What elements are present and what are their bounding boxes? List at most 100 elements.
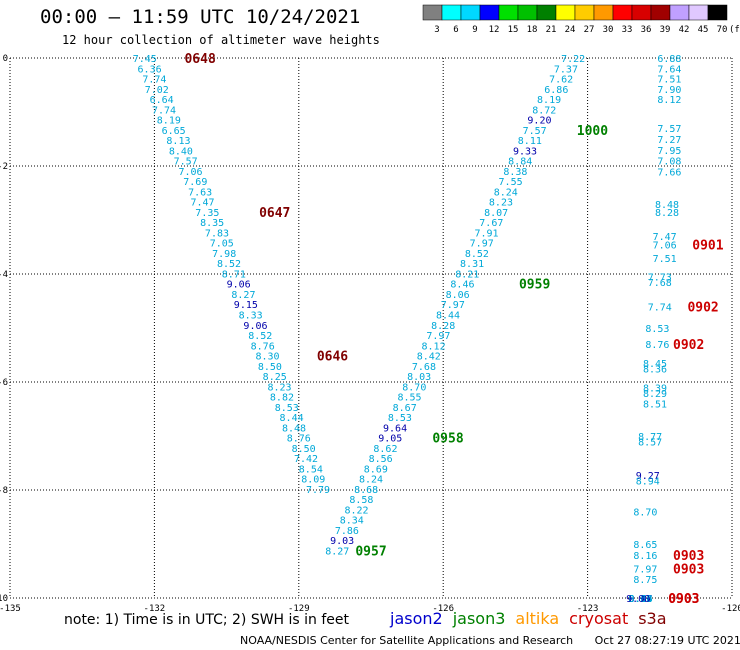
wave-height-label: 8.55: [397, 393, 421, 404]
colorbar-label: 3: [434, 25, 439, 35]
wave-height-label: 9.33: [513, 146, 537, 157]
wave-height-label: 9.20: [527, 116, 551, 127]
wave-height-label: 8.44: [280, 413, 304, 424]
wave-height-label: 8.86: [628, 594, 652, 605]
wave-height-label: 8.16: [633, 551, 657, 562]
wave-height-label: 8.44: [628, 594, 652, 605]
wave-height-label: 8.75: [633, 575, 657, 586]
wave-height-label: 8.19: [537, 95, 561, 106]
wave-height-label: 8.06: [446, 290, 470, 301]
wave-height-label: 8.28: [431, 321, 455, 332]
wave-height-label: 7.27: [657, 135, 681, 146]
wave-height-label: 8.70: [633, 508, 657, 519]
wave-height-label: 7.47: [190, 198, 214, 209]
wave-height-label: 7.97: [633, 564, 657, 575]
wave-height-label: 8.76: [287, 434, 311, 445]
wave-height-label: 7.74: [142, 75, 166, 86]
wave-height-label: 7.68: [412, 362, 436, 373]
footer-note: note: 1) Time is in UTC; 2) SWH is in fe…: [64, 612, 350, 628]
wave-height-label: 7.86: [335, 526, 359, 537]
wave-height-label: 8.35: [200, 218, 224, 229]
wave-height-label: 9.15: [234, 300, 258, 311]
pass-time-label: 0903: [668, 592, 699, 607]
colorbar-swatch: [612, 4, 633, 21]
wave-height-label: 8.65: [633, 540, 657, 551]
wave-height-label: 7.74: [648, 302, 672, 313]
wave-height-label: 8.24: [359, 475, 383, 486]
colorbar-unit: (ft): [729, 25, 740, 35]
wave-height-label: 8.40: [169, 146, 193, 157]
wave-height-label: 7.83: [205, 228, 229, 239]
wave-height-label: 8.54: [299, 464, 323, 475]
wave-height-label: 7.66: [657, 167, 681, 178]
colorbar-swatch: [460, 4, 481, 21]
colorbar-label: 33: [622, 25, 633, 35]
wave-height-label: 7.95: [657, 146, 681, 157]
legend-altika: altika: [515, 609, 560, 628]
pass-time-label: 0958: [432, 432, 463, 447]
wave-height-label: 7.37: [554, 64, 578, 75]
wave-height-label: 8.71: [222, 269, 246, 280]
colorbar-swatch: [574, 4, 595, 21]
wave-height-label: 7.64: [657, 64, 681, 75]
wave-height-label: 8.44: [436, 311, 460, 322]
colorbar-swatch: [631, 4, 652, 21]
pass-time-label: 0957: [355, 544, 386, 559]
wave-height-label: 8.50: [292, 444, 316, 455]
colorbar-swatch: [422, 4, 443, 21]
pass-time-label: 0903: [673, 562, 704, 577]
wave-height-label: 9.03: [330, 536, 354, 547]
wave-height-label: 7.08: [657, 157, 681, 168]
colorbar-swatch: [498, 4, 519, 21]
colorbar-swatch: [707, 4, 728, 21]
wave-height-label: 8.09: [301, 475, 325, 486]
satellite-legend: jason2 jason3 altika cryosat s3a: [390, 609, 677, 628]
wave-height-label: 8.21: [455, 269, 479, 280]
wave-height-label: 7.91: [474, 228, 498, 239]
x-tick-label: -126: [432, 604, 454, 614]
wave-height-label: 8.48: [282, 423, 306, 434]
wave-height-label: 8.13: [166, 136, 190, 147]
y-tick-label: -4: [0, 270, 8, 280]
wave-height-label: 7.57: [174, 157, 198, 168]
wave-height-label: 9.06: [227, 280, 251, 291]
wave-height-label: 8.31: [460, 259, 484, 270]
legend-cryosat: cryosat: [569, 609, 629, 628]
credit-timestamp: Oct 27 08:27:19 UTC 2021: [594, 634, 740, 647]
wave-height-label: 7.67: [479, 218, 503, 229]
colorbar-swatch: [650, 4, 671, 21]
wave-height-label: 8.94: [636, 476, 660, 487]
plot-area: -135 -132 -129 -126 -123 -120 0 -2 -4 -6 -8 -10 7.45…: [0, 52, 740, 614]
wave-height-label: 8.23: [489, 198, 513, 209]
wave-height-label: 7.51: [653, 254, 677, 265]
chart-subtitle: 12 hour collection of altimeter wave hei…: [62, 33, 380, 47]
wave-height-label: 8.82: [270, 393, 294, 404]
y-tick-label: -8: [0, 486, 8, 496]
pass-time-label: 0902: [687, 300, 718, 315]
x-tick-label: -120: [721, 604, 740, 614]
colorbar-label: 24: [565, 25, 576, 35]
wave-height-label: 8.52: [465, 249, 489, 260]
pass-time-label: 0903: [668, 592, 699, 607]
wave-height-label: 8.62: [373, 444, 397, 455]
wave-height-label: 9.27: [636, 471, 660, 482]
wave-height-label: 8.22: [345, 505, 369, 516]
colorbar-label: 30: [603, 25, 614, 35]
wave-height-label: 8.23: [267, 382, 291, 393]
wave-height-label: 7.55: [499, 177, 523, 188]
wave-height-label: 8.39: [643, 383, 667, 394]
wave-height-label: 8.77: [638, 432, 662, 443]
wave-height-label: 8.48: [655, 200, 679, 211]
colorbar-swatch: [688, 4, 709, 21]
wave-height-label: 8.56: [369, 454, 393, 465]
wave-height-label: 8.51: [643, 400, 667, 411]
wave-height-label: 8.70: [402, 382, 426, 393]
wave-height-label: 8.38: [503, 167, 527, 178]
wave-height-label: 8.12: [657, 95, 681, 106]
pass-time-label: 0903: [673, 549, 704, 564]
y-tick-label: -2: [0, 162, 8, 172]
wave-height-label: 9.06: [243, 321, 267, 332]
legend-jason3: jason3: [452, 609, 506, 628]
wave-height-label: 7.06: [653, 240, 677, 251]
wave-height-label: 6.86: [544, 85, 568, 96]
